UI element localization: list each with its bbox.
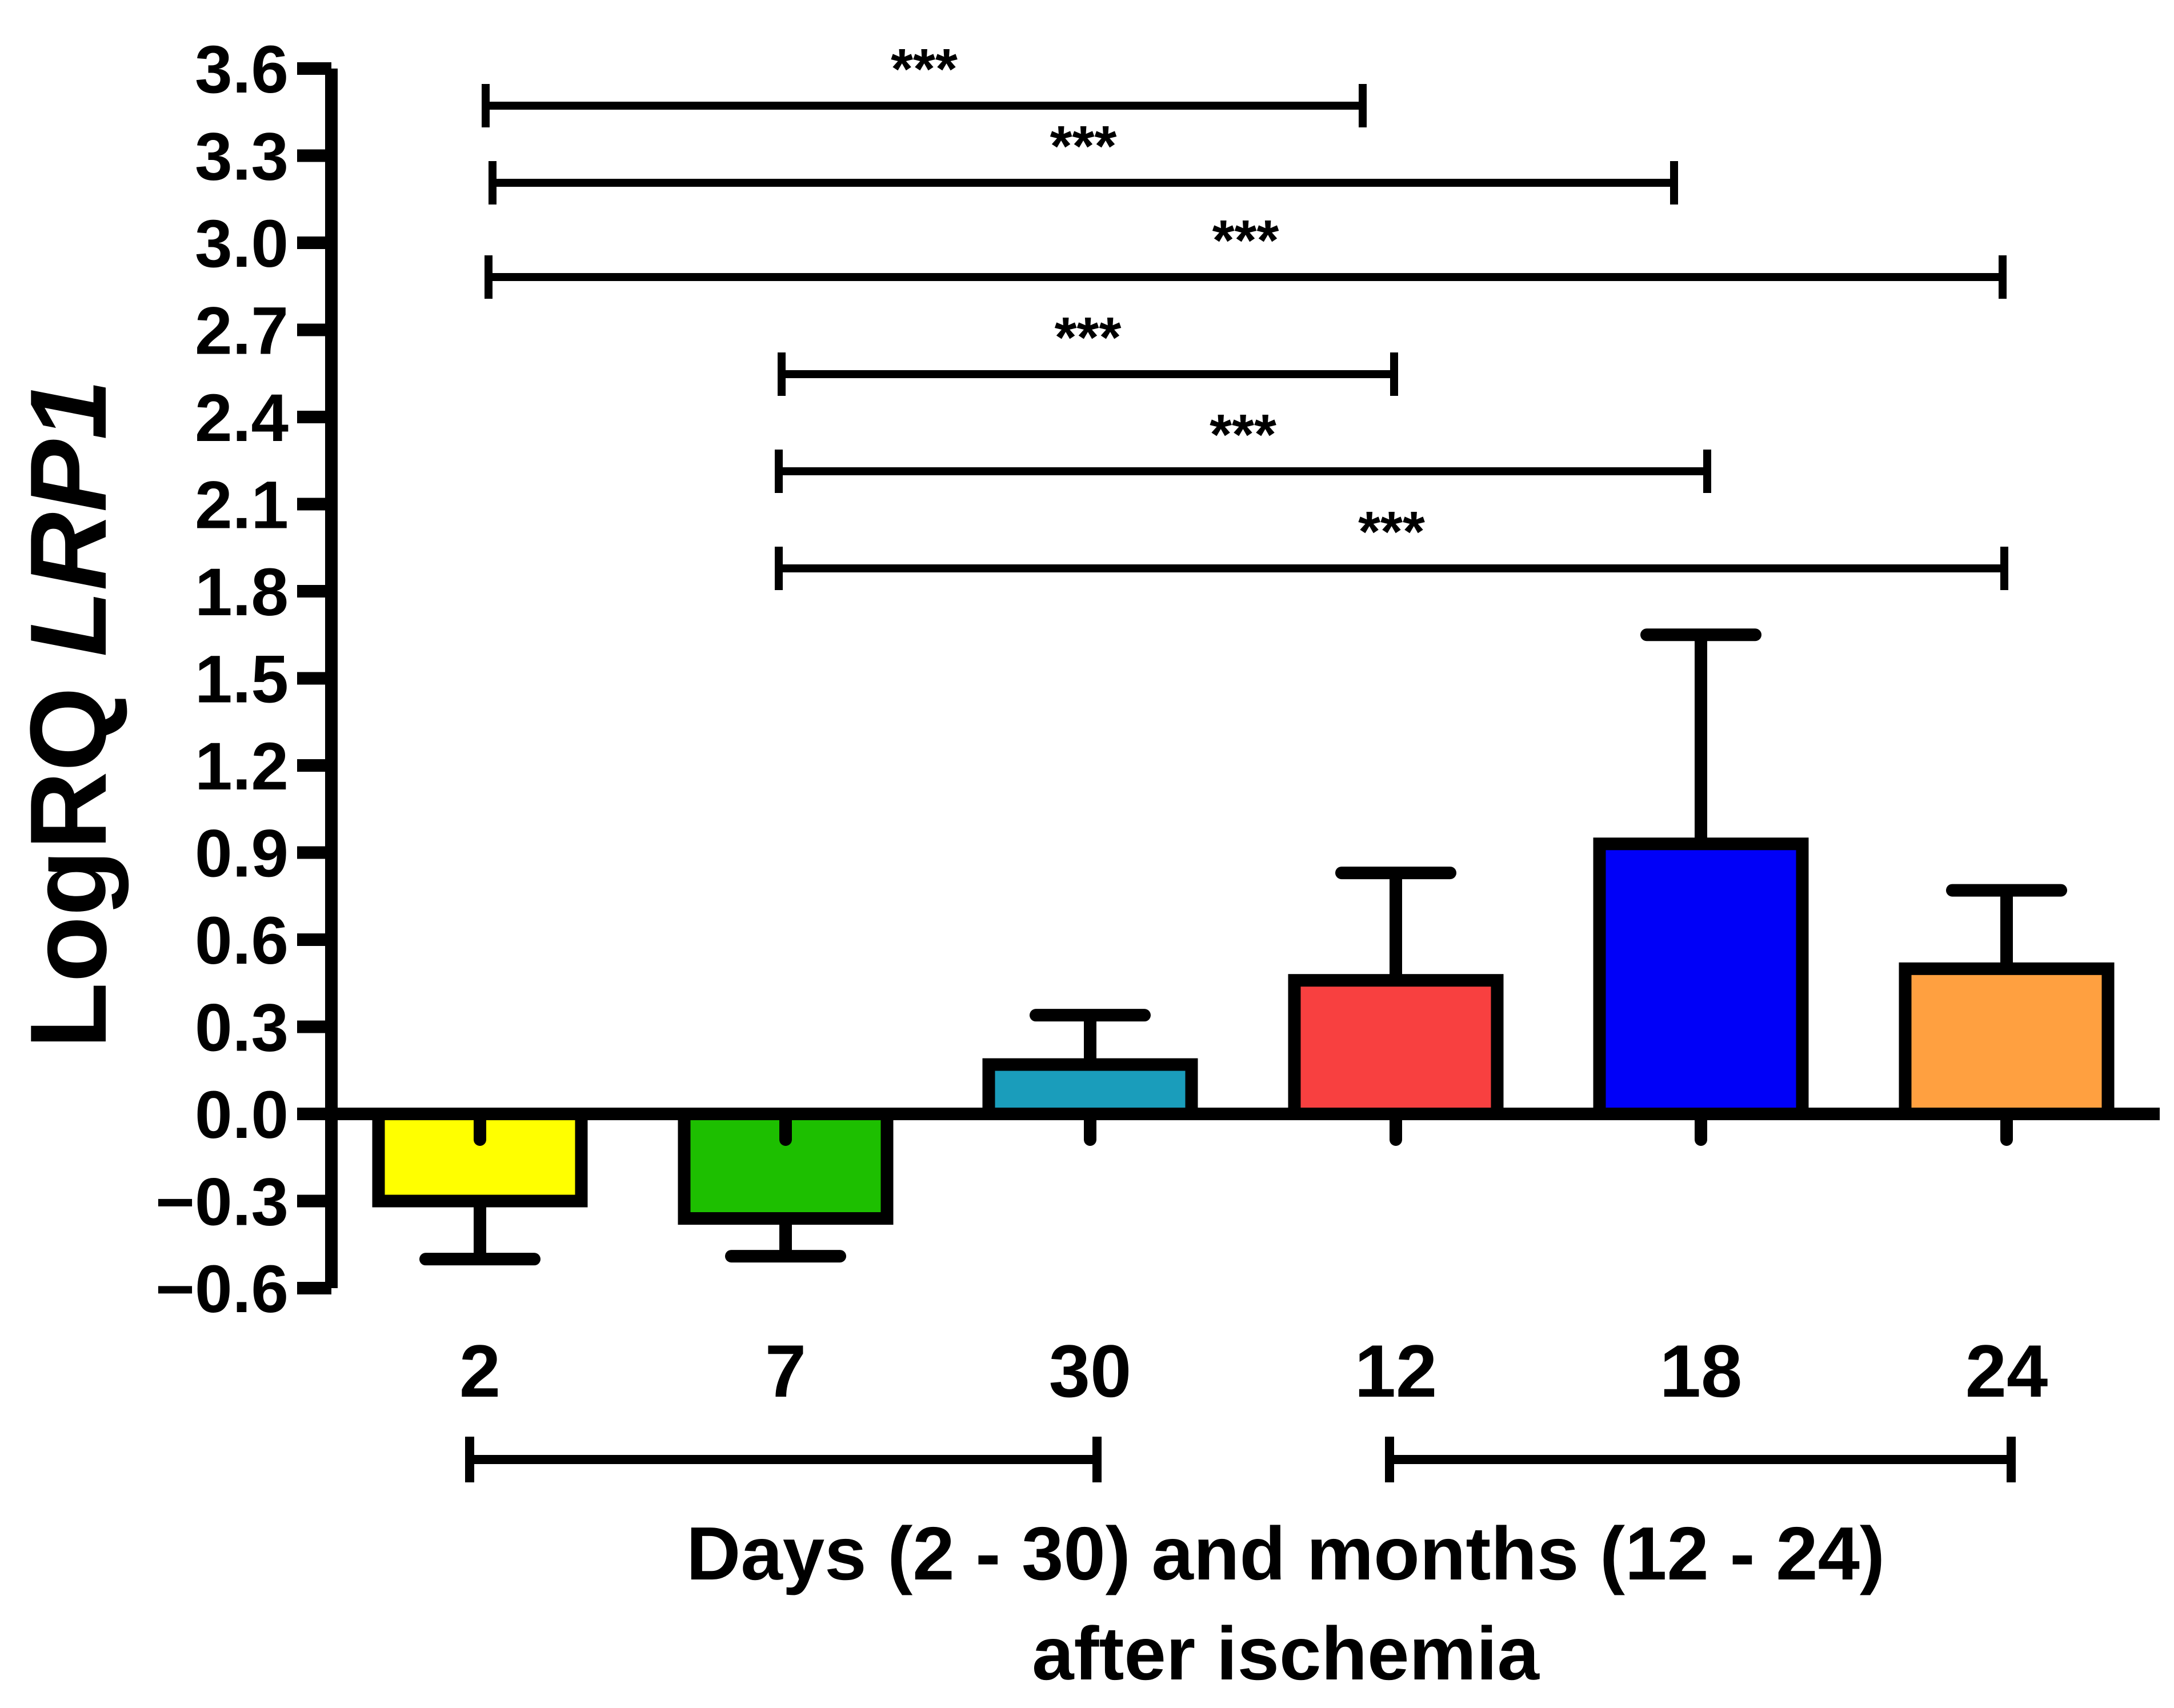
- y-tick-label: 3.6: [195, 32, 289, 107]
- bar: [982, 1058, 1198, 1121]
- x-tick-label: 24: [1965, 1329, 2048, 1413]
- y-tick-label: −0.3: [155, 1165, 289, 1240]
- y-tick-label: 1.8: [195, 555, 289, 630]
- significance-label: ***: [1210, 403, 1276, 467]
- y-tick-label: 3.0: [195, 206, 289, 282]
- y-tick-label: 1.5: [195, 642, 289, 717]
- x-tick-label: 30: [1049, 1329, 1132, 1413]
- x-axis-label-line1: Days (2 - 30) and months (12 - 24): [686, 1511, 1885, 1595]
- x-tick-label: 12: [1355, 1329, 1438, 1413]
- x-axis-ticks: 2 7 30 12 18 24: [459, 1108, 2048, 1413]
- x-axis-label-line2: after ischemia: [1032, 1611, 1540, 1695]
- y-tick-label: 0.9: [195, 816, 289, 892]
- y-tick-label: 2.7: [195, 294, 289, 369]
- x-tick-label: 7: [765, 1329, 806, 1413]
- x-tick-label: 18: [1660, 1329, 1743, 1413]
- significance-label: ***: [1050, 114, 1117, 178]
- y-tick-label: 0.6: [195, 903, 289, 979]
- y-tick-label: 1.2: [195, 729, 289, 804]
- significance-brackets: *** *** *** *** *** ***: [482, 37, 2008, 590]
- significance-label: ***: [1212, 209, 1279, 272]
- x-tick-label: 2: [459, 1329, 501, 1413]
- significance-label: ***: [1358, 500, 1425, 564]
- bar: [1593, 837, 1809, 1120]
- y-axis: 3.6 3.3 3.0 2.7 2.4 2.1 1.8 1.5 1.2 0.9 0.6 0.3 0.0 −…: [155, 32, 338, 1327]
- y-axis-label-gene: LRP1: [8, 379, 129, 657]
- y-axis-label-prefix: LogRQ: [8, 657, 129, 1049]
- significance-label: ***: [891, 37, 958, 101]
- y-tick-label: −0.6: [155, 1252, 289, 1327]
- bar: [1288, 974, 1504, 1120]
- group-brackets: [465, 1437, 2016, 1482]
- y-tick-label: 3.3: [195, 119, 289, 195]
- significance-label: ***: [1055, 306, 1122, 370]
- y-tick-label: 2.4: [195, 380, 289, 456]
- bars: [372, 628, 2115, 1266]
- bar: [1899, 962, 2115, 1121]
- y-tick-label: 0.0: [195, 1077, 289, 1153]
- y-axis-label: LogRQ LRP1: [8, 379, 129, 1049]
- y-tick-label: 0.3: [195, 991, 289, 1066]
- y-tick-label: 2.1: [195, 468, 289, 543]
